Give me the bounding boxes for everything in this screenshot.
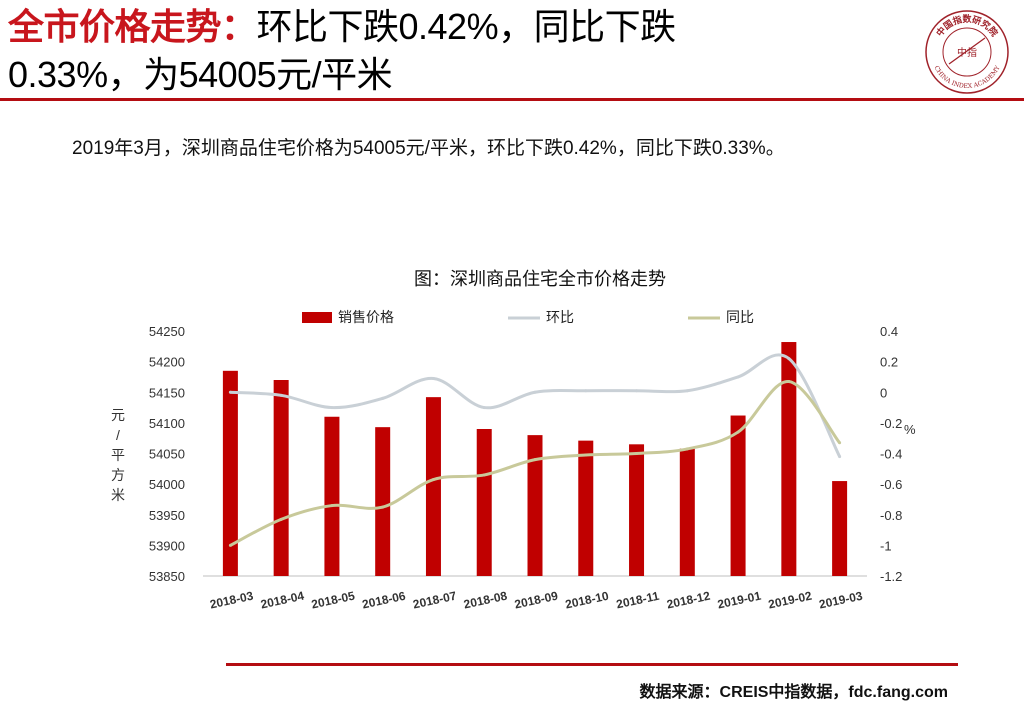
x-tick-label: 2018-10 (564, 589, 610, 612)
x-tick-label: 2019-03 (818, 589, 864, 612)
china-index-academy-logo: 中国指数研究院 CHINA INDEX ACADEMY 中指 (925, 10, 1009, 94)
mom-point (635, 389, 639, 393)
y-tick-label: 54150 (149, 385, 185, 400)
title-divider (0, 98, 1024, 101)
x-tick-label: 2018-06 (361, 589, 407, 612)
price-bar (832, 481, 848, 576)
x-tick-label: 2019-01 (716, 589, 762, 612)
chart-title: 图：深圳商品住宅全市价格走势 (414, 269, 666, 289)
legend-swatch-price (302, 312, 332, 323)
data-source-note: 数据来源：CREIS中指数据，fdc.fang.com (639, 684, 948, 701)
yoy-point (431, 478, 435, 482)
mom-point (330, 406, 334, 410)
yoy-point (330, 504, 334, 508)
yoy-point (685, 447, 689, 451)
mom-point (584, 389, 588, 393)
y2-axis-label: % (904, 422, 916, 437)
x-tick-label: 2018-12 (665, 589, 711, 612)
price-bar (679, 448, 695, 576)
y-tick-label: 54000 (149, 477, 185, 492)
x-tick-label: 2018-04 (259, 589, 305, 612)
y-tick-label: 54250 (149, 324, 185, 339)
legend-label-yoy: 同比 (726, 309, 754, 325)
mom-point (279, 393, 283, 397)
x-tick-label: 2018-11 (615, 589, 661, 612)
logo-center-text: 中指 (957, 46, 977, 59)
summary-text: 2019年3月，深圳商品住宅价格为54005元/平米，环比下跌0.42%，同比下… (72, 138, 785, 159)
yoy-point (736, 430, 740, 434)
y2-tick-label: -0.4 (880, 447, 902, 462)
price-bar (527, 435, 543, 576)
yoy-point (787, 380, 791, 384)
y2-tick-label: -0.6 (880, 477, 902, 492)
price-bar (425, 397, 441, 576)
yoy-point (482, 473, 486, 477)
price-bar (222, 370, 238, 576)
yoy-point (584, 453, 588, 457)
mom-point (685, 389, 689, 393)
y-tick-label: 54100 (149, 416, 185, 431)
legend-label-mom: 环比 (546, 309, 574, 325)
mom-point (787, 357, 791, 361)
price-bar (476, 429, 492, 576)
price-bar (324, 416, 340, 576)
y-tick-label: 53900 (149, 538, 185, 553)
yoy-point (838, 441, 842, 445)
y2-tick-label: -0.8 (880, 508, 902, 523)
yoy-point (279, 517, 283, 521)
x-tick-label: 2018-03 (209, 589, 255, 612)
page-title-highlight: 全市价格走势： (8, 6, 257, 47)
mom-point (736, 375, 740, 379)
yoy-point (228, 543, 232, 547)
y-tick-label: 54200 (149, 355, 185, 370)
x-tick-label: 2018-05 (310, 589, 356, 612)
page-title-line-2: 0.33%，为54005元/平米 (8, 54, 393, 95)
price-bar (629, 444, 645, 576)
price-bar (375, 427, 391, 576)
y-tick-label: 54050 (149, 447, 185, 462)
y2-tick-label: 0.2 (880, 355, 898, 370)
mom-point (533, 390, 537, 394)
mom-point (482, 406, 486, 410)
price-bar (781, 342, 797, 576)
price-bar (730, 415, 746, 576)
page-title-line-1: 全市价格走势：环比下跌0.42%，同比下跌 (8, 6, 676, 48)
yoy-point (381, 505, 385, 509)
y-axis-label: 元/平方米 (111, 407, 125, 503)
x-tick-label: 2018-08 (462, 589, 508, 612)
y2-tick-label: -1 (880, 538, 892, 553)
source-divider (226, 663, 958, 666)
yoy-point (533, 458, 537, 462)
y2-tick-label: 0.4 (880, 324, 898, 339)
page-title-rest: 环比下跌0.42%，同比下跌 (256, 6, 677, 47)
yoy-point (635, 452, 639, 455)
y-tick-label: 53850 (149, 569, 185, 584)
legend-label-price: 销售价格 (338, 309, 394, 325)
price-bar (578, 440, 594, 576)
x-tick-label: 2018-09 (513, 589, 559, 612)
y2-tick-label: 0 (880, 385, 887, 400)
x-tick-label: 2019-02 (767, 589, 813, 612)
y2-tick-label: -1.2 (880, 569, 902, 584)
mom-point (431, 376, 435, 380)
mom-point (381, 396, 385, 400)
price-bar (273, 380, 289, 576)
mom-point (228, 390, 232, 394)
mom-point (838, 455, 842, 459)
y-tick-label: 53950 (149, 508, 185, 523)
y2-tick-label: -0.2 (880, 416, 902, 431)
x-tick-label: 2018-07 (412, 589, 458, 612)
